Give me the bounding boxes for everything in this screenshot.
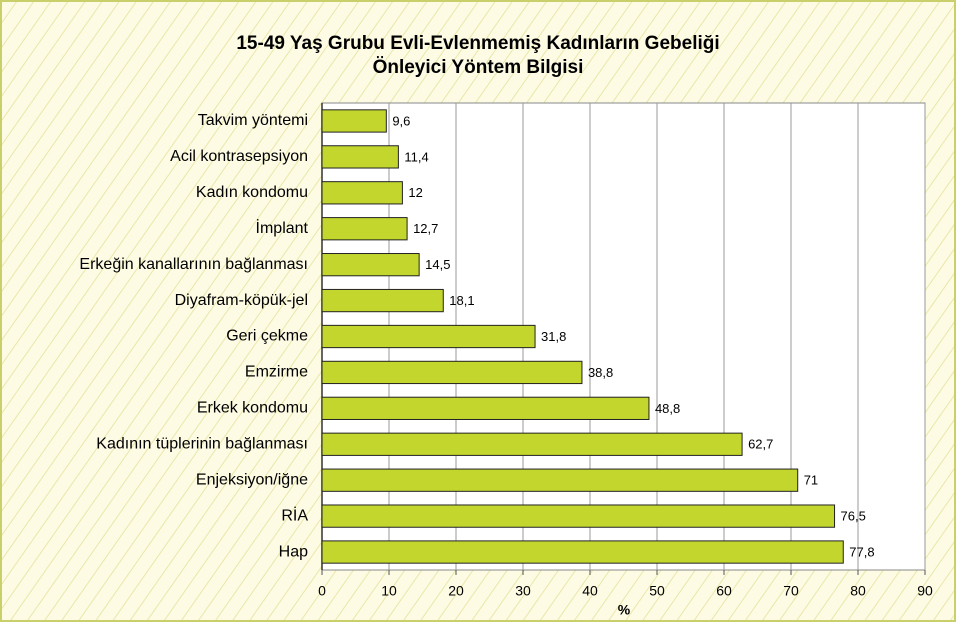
y-tick-label: Enjeksiyon/iğne (196, 471, 308, 488)
y-tick-label: Kadının tüplerinin bağlanması (96, 435, 308, 452)
bar (321, 432, 743, 456)
value-label: 9,6 (392, 113, 410, 128)
bar (321, 145, 399, 169)
y-tick-label: Kadın kondomu (196, 184, 308, 201)
bar (321, 181, 403, 205)
bar (321, 540, 844, 564)
x-tick-label: 50 (649, 583, 665, 599)
y-tick-label: RİA (281, 505, 308, 524)
y-tick-label: İmplant (256, 218, 309, 237)
value-label: 14,5 (425, 257, 450, 272)
y-tick-label: Emzirme (245, 364, 308, 381)
y-tick-label: Erkeğin kanallarının bağlanması (79, 256, 308, 273)
y-tick-label: Diyafram-köpük-jel (175, 292, 308, 309)
x-tick-label: 10 (381, 583, 397, 599)
x-tick-label: 80 (850, 583, 866, 599)
bar (321, 360, 583, 385)
bar (321, 504, 836, 528)
value-label: 11,4 (404, 149, 428, 164)
value-label: 77,8 (849, 544, 874, 559)
chart-title: Önleyici Yöntem Bilgisi (373, 57, 584, 78)
bar (321, 288, 444, 313)
bar (321, 396, 650, 420)
value-label: 71 (804, 473, 818, 488)
bar (321, 324, 536, 349)
value-label: 31,8 (541, 329, 566, 344)
x-tick-label: 60 (716, 583, 732, 599)
x-tick-label: 30 (515, 583, 531, 599)
bar (321, 468, 799, 492)
value-label: 12 (408, 185, 422, 200)
chart-title: 15-49 Yaş Grubu Evli-Evlenmemiş Kadınlar… (236, 33, 719, 54)
y-tick-label: Takvim yöntemi (198, 112, 308, 129)
value-label: 38,8 (588, 365, 613, 380)
x-tick-label: 20 (448, 583, 464, 599)
value-label: 62,7 (748, 437, 773, 452)
x-tick-label: 0 (318, 583, 326, 599)
y-tick-label: Hap (279, 543, 308, 560)
y-tick-label: Acil kontrasepsiyon (170, 148, 308, 165)
value-label: 12,7 (413, 221, 438, 236)
value-label: 76,5 (841, 509, 866, 524)
bar (321, 253, 420, 277)
value-label: 48,8 (655, 401, 680, 416)
bar (321, 217, 408, 241)
y-tick-label: Erkek kondomu (197, 400, 308, 417)
bar (321, 109, 387, 133)
x-tick-label: 90 (917, 583, 933, 599)
x-axis-label: % (618, 602, 631, 618)
x-tick-label: 40 (582, 583, 598, 599)
x-tick-label: 70 (783, 583, 799, 599)
value-label: 18,1 (449, 293, 474, 308)
y-tick-label: Geri çekme (226, 328, 308, 345)
